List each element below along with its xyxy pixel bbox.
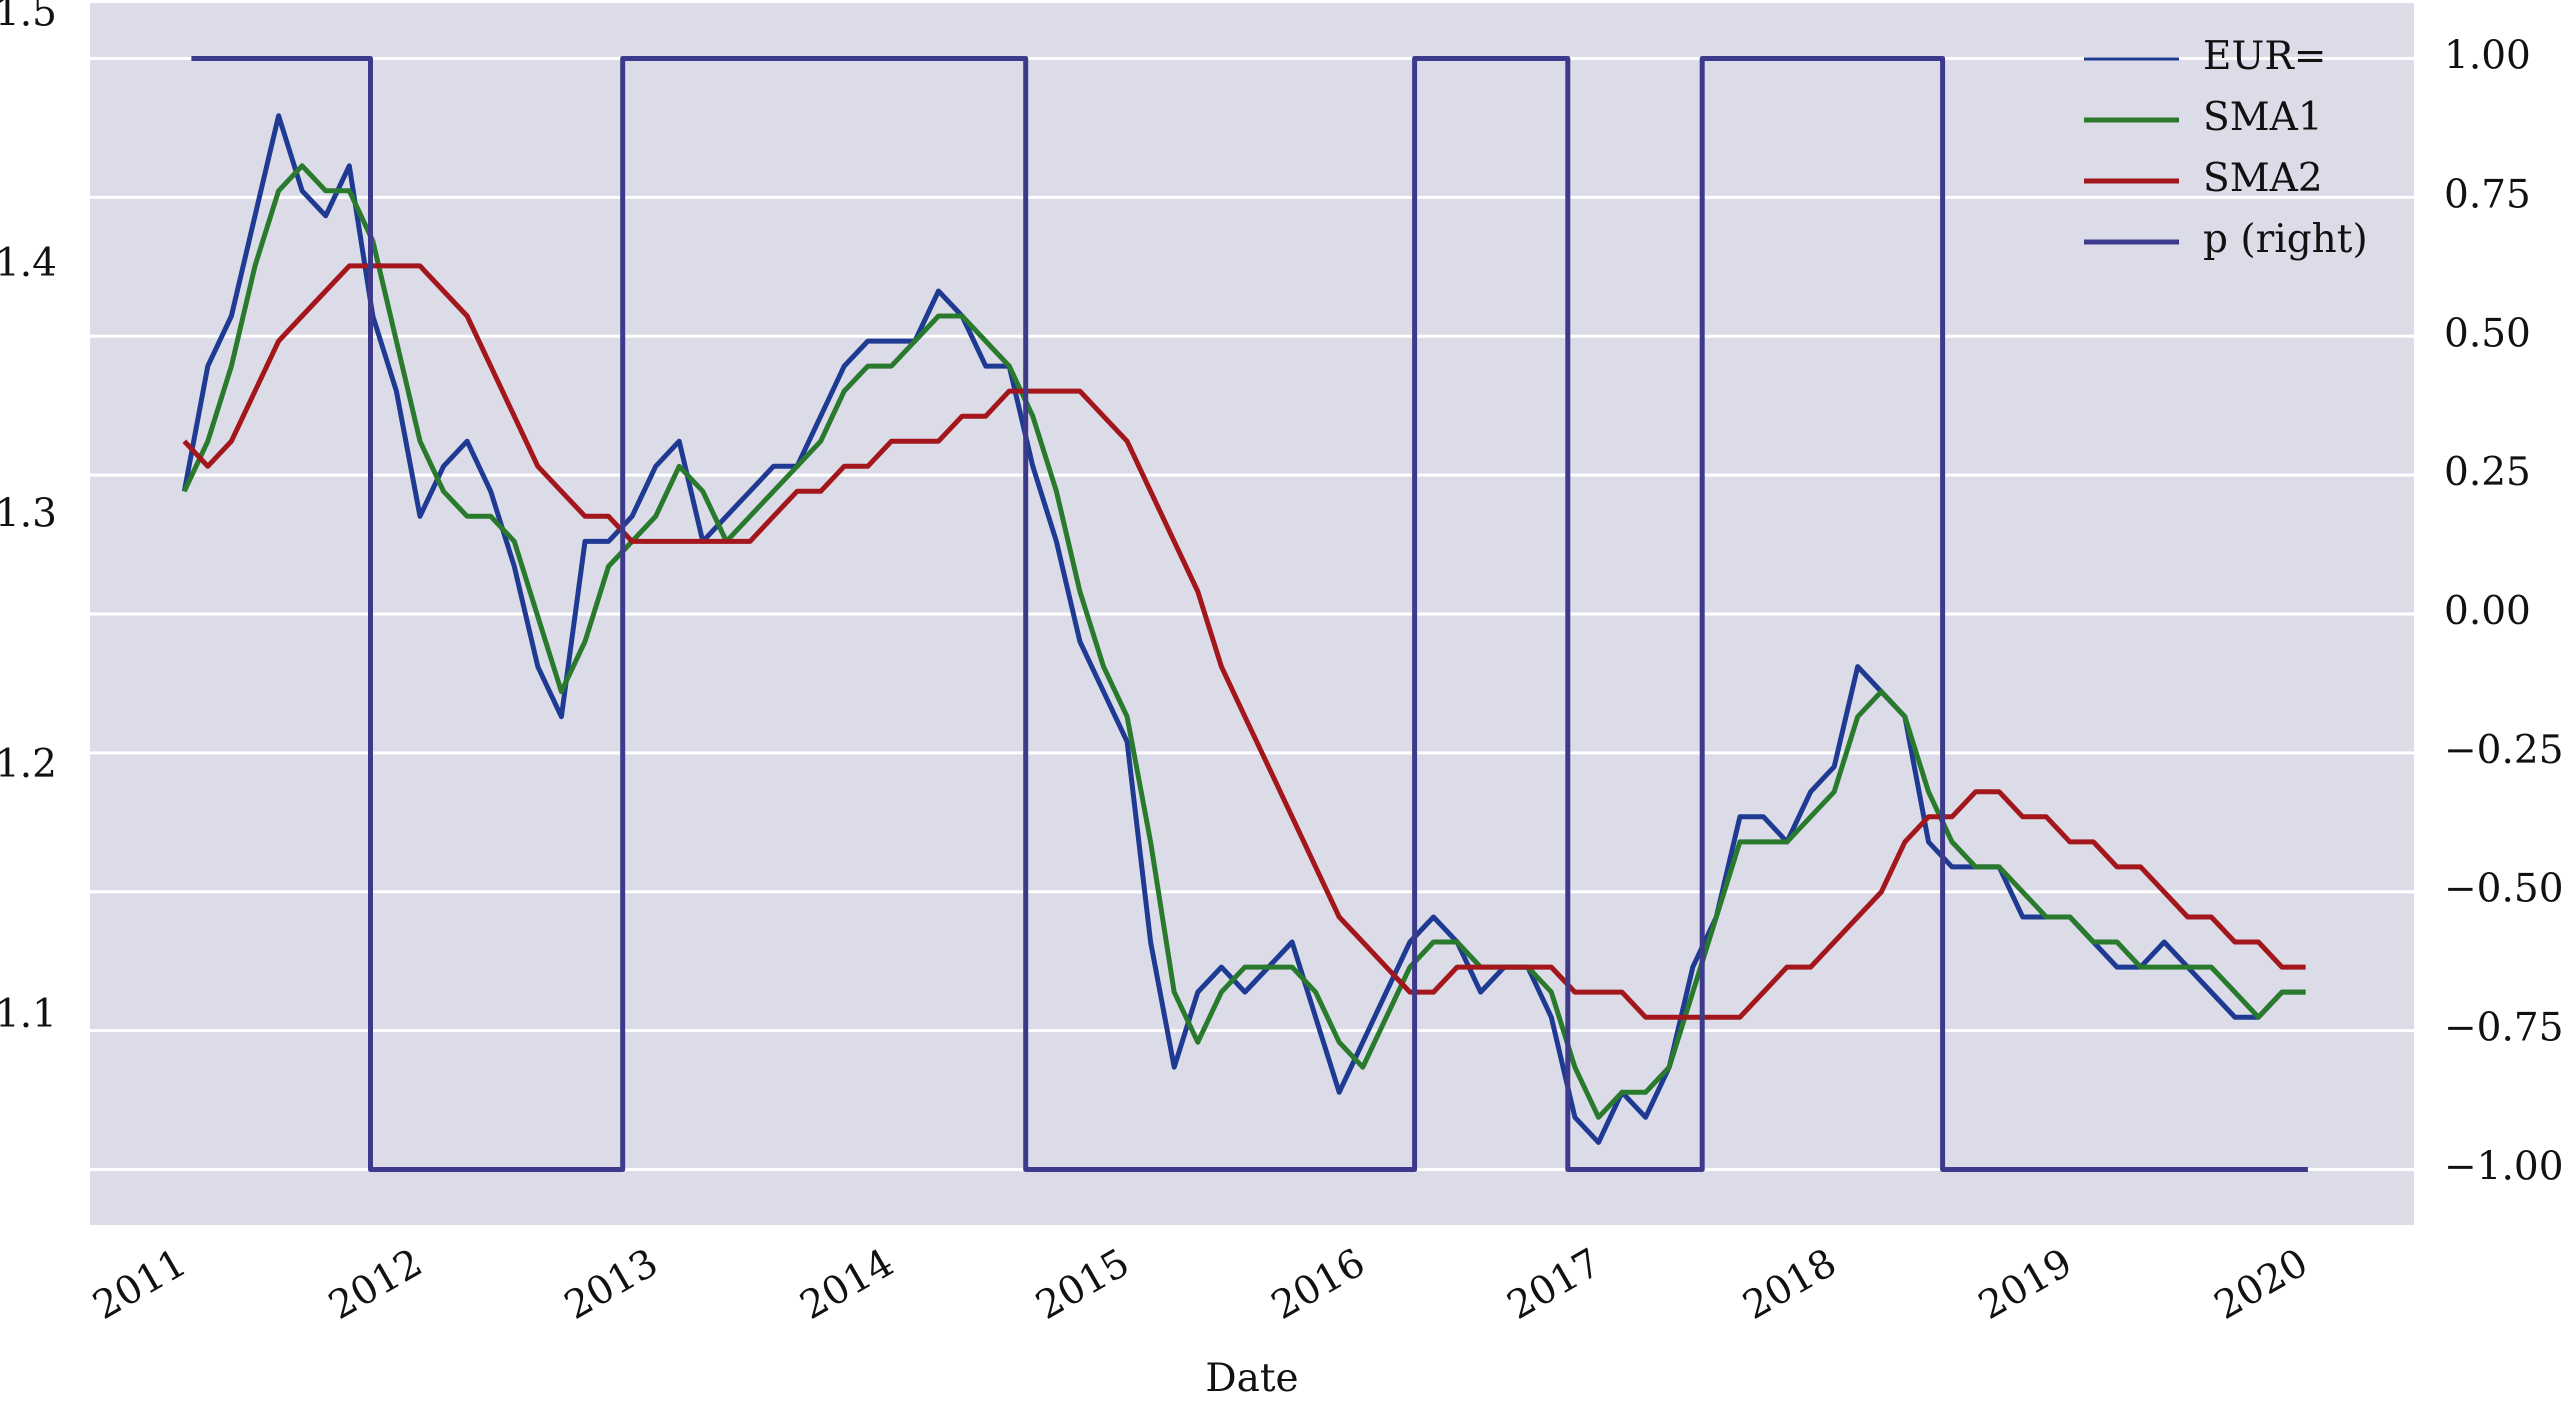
y-tick-label: 1.2	[0, 742, 57, 787]
x-tick-label: 2018	[1736, 1240, 1844, 1329]
legend-label: SMA2	[2203, 156, 2323, 201]
x-tick-label: 2019	[1971, 1240, 2079, 1329]
series-line	[181, 113, 2306, 1145]
x-tick-label: 2014	[793, 1240, 901, 1329]
y-tick-label: 1.4	[0, 241, 57, 286]
legend-label: p (right)	[2203, 217, 2368, 262]
x-tick-label: 2011	[86, 1240, 194, 1329]
series-line	[182, 163, 2306, 1120]
y2-tick-label: −0.50	[2444, 867, 2564, 912]
y2-tick-label: −0.25	[2444, 728, 2564, 773]
legend-label: EUR=	[2203, 34, 2326, 79]
y2-tick-label: 1.00	[2444, 34, 2531, 79]
legend-label: SMA1	[2203, 95, 2323, 140]
y-tick-label: 1.3	[0, 491, 57, 536]
x-tick-label: 2017	[1500, 1240, 1608, 1329]
y2-tick-label: 0.25	[2444, 450, 2531, 495]
x-axis-label: Date	[1205, 1356, 1298, 1397]
y-tick-label: 1.1	[0, 992, 57, 1037]
x-tick-label: 2013	[557, 1240, 665, 1329]
y2-tick-label: 0.00	[2444, 589, 2531, 634]
x-tick-label: 2016	[1264, 1240, 1372, 1329]
y2-tick-label: −0.75	[2444, 1006, 2564, 1051]
y2-tick-label: −1.00	[2444, 1144, 2564, 1189]
x-tick-label: 2012	[322, 1240, 430, 1329]
x-tick-label: 2020	[2207, 1240, 2315, 1329]
x-tick-label: 2015	[1029, 1240, 1137, 1329]
series-line	[182, 263, 2306, 1020]
y2-tick-label: 0.50	[2444, 311, 2531, 356]
y2-tick-label: 0.75	[2444, 172, 2531, 217]
y-tick-label: 1.5	[0, 0, 57, 36]
series-line	[191, 56, 2308, 1172]
